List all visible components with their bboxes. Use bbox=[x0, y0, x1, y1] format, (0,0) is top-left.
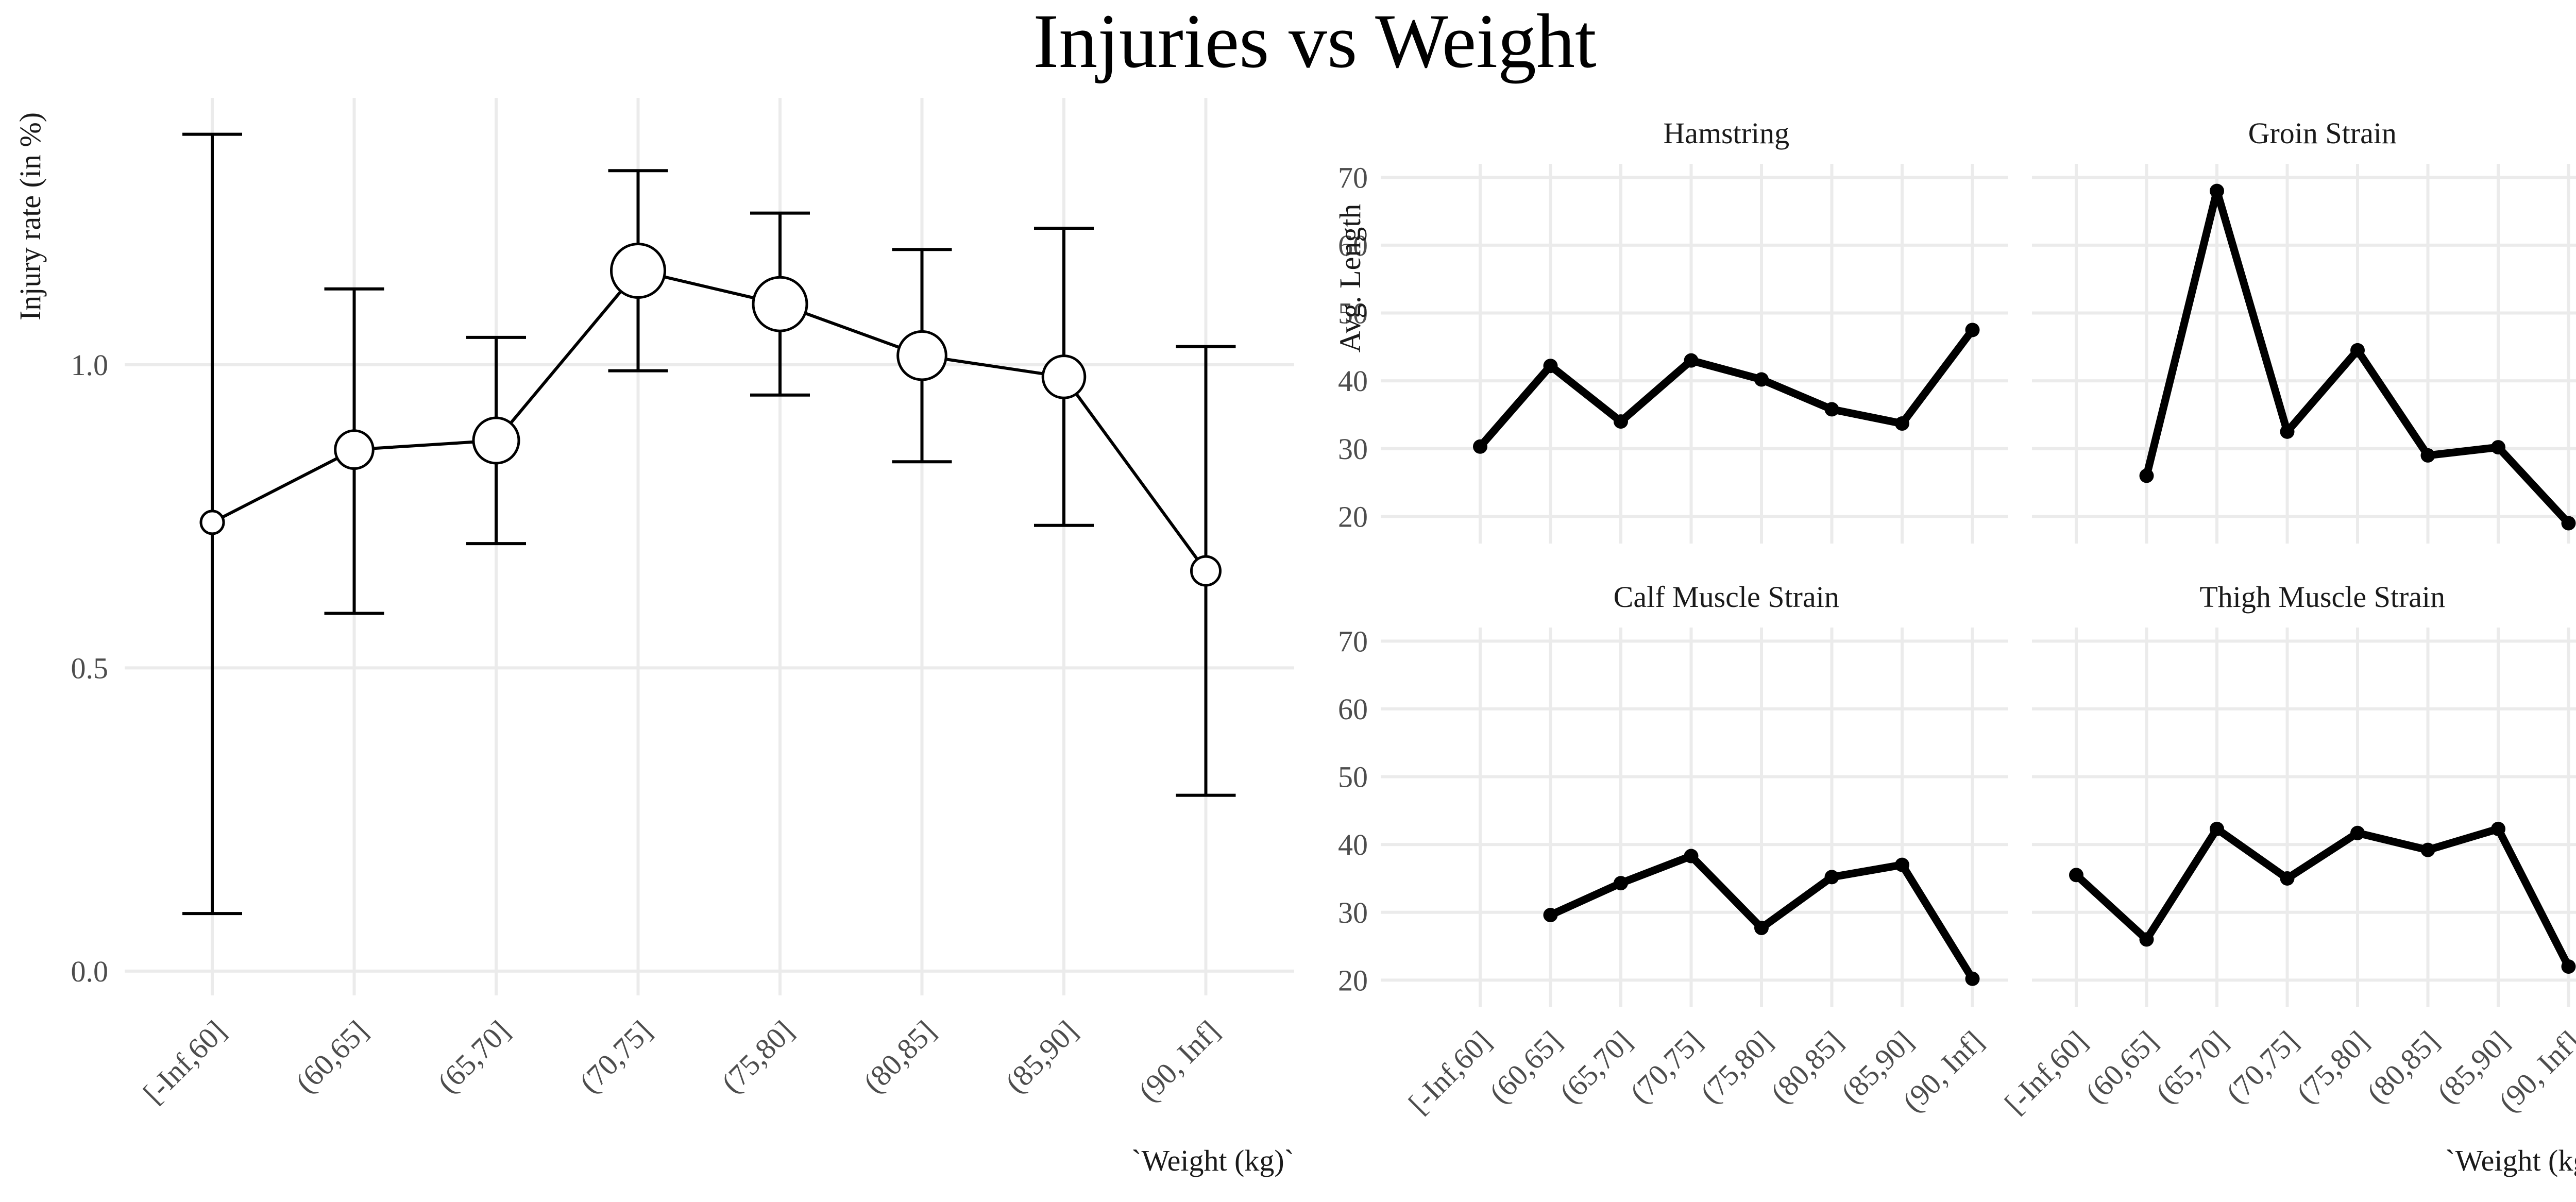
facet-x-tick-label: (80,85] bbox=[1764, 1024, 1850, 1110]
facet-x-tick-label: [-Inf,60] bbox=[1998, 1024, 2094, 1120]
facet-x-axis-label: `Weight (kg)` bbox=[2445, 1144, 2576, 1177]
facet-y-tick-label: 70 bbox=[1338, 624, 1368, 658]
left-data-point bbox=[1041, 354, 1087, 399]
facet-data-point bbox=[1895, 857, 1909, 872]
facet-data-point bbox=[2561, 516, 2576, 531]
left-y-tick-label: 1.0 bbox=[71, 348, 109, 382]
facet-y-tick-label: 70 bbox=[1338, 161, 1368, 194]
facet-y-tick-label: 40 bbox=[1338, 828, 1368, 861]
facet-panel-3: Calf Muscle Strain203040506070[-Inf,60](… bbox=[1338, 580, 2008, 1120]
facet-strip-title: Groin Strain bbox=[2248, 116, 2397, 150]
facet-data-point bbox=[2491, 821, 2505, 836]
facet-data-point bbox=[1895, 416, 1909, 431]
facet-y-tick-label: 60 bbox=[1338, 229, 1368, 262]
facet-data-point bbox=[1684, 353, 1699, 368]
left-y-tick-label: 0.0 bbox=[71, 955, 109, 988]
left-x-tick-label: (85,90] bbox=[999, 1014, 1084, 1099]
facet-data-point bbox=[1824, 402, 1839, 417]
left-x-tick-label: (65,70] bbox=[431, 1014, 517, 1099]
facet-y-tick-label: 30 bbox=[1338, 896, 1368, 929]
left-data-point bbox=[1190, 555, 1222, 587]
facet-data-point bbox=[2139, 468, 2154, 483]
left-data-point bbox=[896, 330, 947, 381]
left-x-tick-label: (90, Inf] bbox=[1132, 1014, 1226, 1108]
facet-data-point bbox=[2561, 959, 2576, 974]
facet-data-point bbox=[1543, 908, 1558, 923]
facet-x-tick-label: (60,65] bbox=[1483, 1024, 1568, 1110]
facet-data-point bbox=[2350, 825, 2365, 840]
left-data-point bbox=[472, 416, 520, 465]
left-x-tick-label: [-Inf,60] bbox=[137, 1014, 232, 1110]
facet-data-point bbox=[1684, 849, 1699, 864]
facet-data-point bbox=[2280, 424, 2295, 439]
facet-x-tick-label: (80,85] bbox=[2360, 1024, 2446, 1110]
left-chart: 0.0 0.5 1.0 [-Inf,60] (60,65] (65,70] (70,75] (… bbox=[13, 98, 1294, 1177]
facet-data-point bbox=[1965, 323, 1980, 337]
chart-title: Injuries vs Weight bbox=[1033, 0, 1596, 84]
facet-x-tick-label: (65,70] bbox=[2149, 1024, 2235, 1110]
facet-x-tick-label: (65,70] bbox=[1553, 1024, 1639, 1110]
left-x-tick-label: (75,80] bbox=[715, 1014, 801, 1099]
facet-data-point bbox=[1614, 876, 1628, 891]
facet-data-point bbox=[1965, 971, 1980, 986]
facet-y-tick-label: 60 bbox=[1338, 692, 1368, 726]
facet-series-line bbox=[1476, 326, 1976, 451]
facet-y-tick-label: 20 bbox=[1338, 500, 1368, 533]
facet-y-tick-label: 40 bbox=[1338, 364, 1368, 398]
facet-data-point bbox=[1614, 414, 1628, 429]
left-x-axis-label: `Weight (kg)` bbox=[1131, 1144, 1294, 1177]
facet-x-tick-label: (70,75] bbox=[2219, 1024, 2305, 1110]
facet-data-point bbox=[2280, 871, 2295, 886]
facet-panel-4: Thigh Muscle Strain [-Inf,60](60,65](65,7… bbox=[1998, 580, 2576, 1120]
facet-x-tick-label: [-Inf,60] bbox=[1402, 1024, 1498, 1120]
facet-panel-2: Groin Strain bbox=[2032, 116, 2576, 544]
facet-strip-title: Calf Muscle Strain bbox=[1614, 580, 1839, 614]
left-y-tick-label: 0.5 bbox=[71, 651, 109, 685]
facet-x-tick-label: (60,65] bbox=[2079, 1024, 2164, 1110]
left-x-tick-label: (60,65] bbox=[289, 1014, 375, 1099]
facet-x-tick-label: (75,80] bbox=[1694, 1024, 1780, 1110]
facet-data-point bbox=[2420, 842, 2435, 857]
left-x-tick-label: (70,75] bbox=[573, 1014, 658, 1099]
facet-data-point bbox=[2210, 821, 2224, 836]
left-data-point bbox=[752, 276, 808, 332]
facet-data-point bbox=[1473, 439, 1487, 454]
facet-data-point bbox=[1754, 921, 1769, 936]
facet-y-tick-label: 50 bbox=[1338, 760, 1368, 794]
left-x-tick-label: (80,85] bbox=[857, 1014, 942, 1099]
facet-data-point bbox=[2210, 183, 2224, 198]
facet-data-point bbox=[2350, 343, 2365, 358]
facet-data-point bbox=[2139, 932, 2154, 947]
facet-y-axis-label: Avg. Length bbox=[1333, 204, 1367, 353]
facet-y-tick-label: 50 bbox=[1338, 297, 1368, 330]
facet-series-line bbox=[2072, 825, 2572, 971]
facet-data-point bbox=[1543, 359, 1558, 374]
facet-data-point bbox=[2420, 448, 2435, 463]
left-y-axis-label: Injury rate (in %) bbox=[13, 112, 47, 320]
facet-data-point bbox=[1824, 870, 1839, 885]
left-data-point bbox=[610, 242, 666, 299]
facet-x-tick-label: (70,75] bbox=[1623, 1024, 1709, 1110]
facet-data-point bbox=[1754, 372, 1769, 387]
facet-data-point bbox=[2069, 868, 2083, 883]
facet-y-tick-label: 20 bbox=[1338, 963, 1368, 997]
left-data-point bbox=[334, 429, 375, 470]
left-series-line bbox=[211, 269, 1207, 572]
facet-x-tick-label: (75,80] bbox=[2290, 1024, 2376, 1110]
facet-strip-title: Hamstring bbox=[1663, 116, 1789, 150]
facet-panel-1: Hamstring 20 30 40 50 60 70 bbox=[1338, 116, 2008, 544]
facet-strip-title: Thigh Muscle Strain bbox=[2199, 580, 2445, 614]
facet-chart: Hamstring 20 30 40 50 60 70 Groin Strain Calf Mu… bbox=[1333, 116, 2576, 1177]
left-data-point bbox=[199, 510, 225, 535]
facet-y-tick-label: 30 bbox=[1338, 432, 1368, 466]
facet-data-point bbox=[2491, 440, 2505, 455]
